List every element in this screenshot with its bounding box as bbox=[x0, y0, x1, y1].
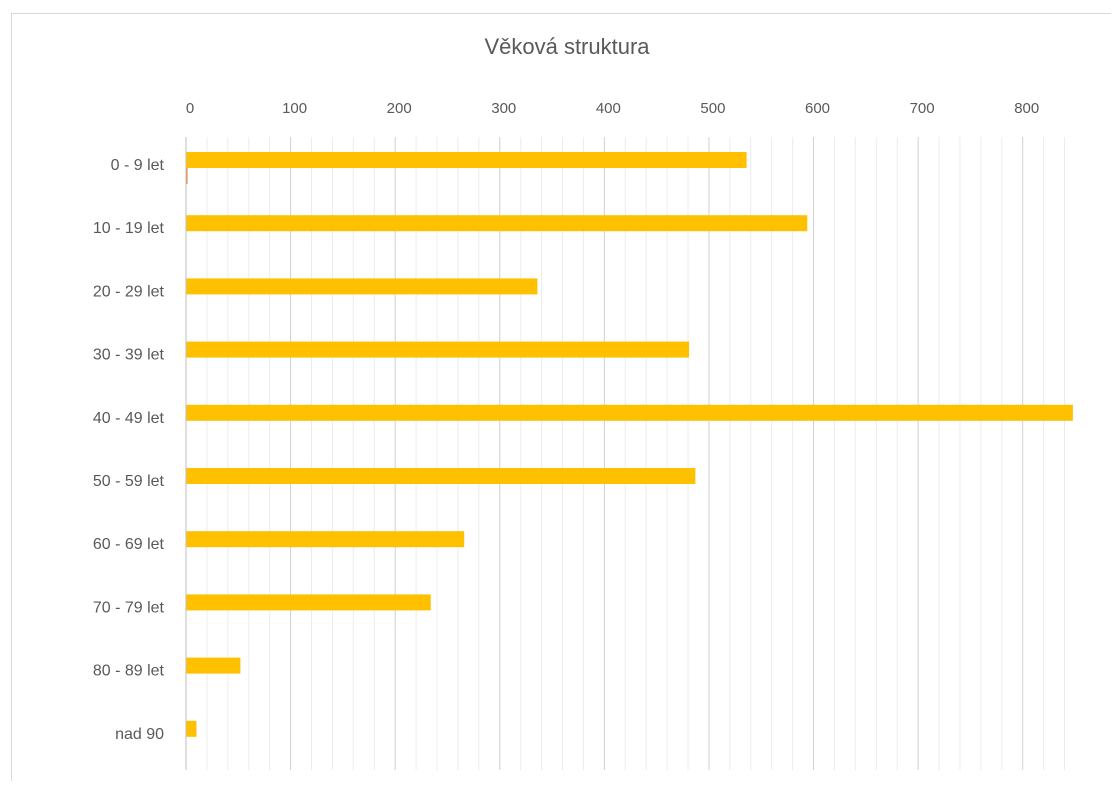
x-tick-label: 300 bbox=[491, 100, 516, 117]
category-label: 60 - 69 let bbox=[93, 536, 165, 553]
bar bbox=[186, 657, 241, 674]
x-tick-label: 0 bbox=[186, 100, 194, 117]
x-tick-label: 800 bbox=[1014, 100, 1039, 117]
category-label: 40 - 49 let bbox=[93, 410, 165, 427]
x-tick-label: 400 bbox=[596, 100, 621, 117]
category-label: 20 - 29 let bbox=[93, 283, 165, 300]
chart-frame bbox=[11, 13, 1111, 781]
x-axis-ticks: 0 100 200 300 400 500 600 700 800 bbox=[186, 100, 1039, 117]
x-tick-label: 100 bbox=[282, 100, 307, 117]
bar-secondary bbox=[186, 168, 188, 184]
y-axis-categories: 0 - 9 let 10 - 19 let 20 - 29 let 30 - 39 l… bbox=[93, 157, 165, 743]
category-label: 30 - 39 let bbox=[93, 347, 165, 364]
bar bbox=[186, 152, 747, 168]
x-tick-label: 500 bbox=[700, 100, 725, 117]
bar bbox=[186, 278, 538, 295]
category-label: 0 - 9 let bbox=[111, 157, 165, 174]
x-tick-label: 200 bbox=[387, 100, 412, 117]
bar bbox=[186, 720, 197, 737]
bars bbox=[186, 152, 1073, 737]
bar bbox=[186, 531, 465, 548]
bar bbox=[186, 594, 431, 611]
bar bbox=[186, 215, 808, 232]
bar bbox=[186, 341, 690, 358]
x-tick-label: 600 bbox=[805, 100, 830, 117]
category-label: nad 90 bbox=[115, 726, 164, 743]
chart-title: Věková struktura bbox=[484, 34, 650, 59]
x-tick-label: 700 bbox=[910, 100, 935, 117]
category-label: 80 - 89 let bbox=[93, 663, 165, 680]
grid bbox=[185, 137, 1066, 770]
category-label: 70 - 79 let bbox=[93, 599, 165, 616]
bar bbox=[186, 468, 696, 484]
category-label: 10 - 19 let bbox=[93, 220, 165, 237]
bar bbox=[186, 404, 1073, 421]
category-label: 50 - 59 let bbox=[93, 473, 165, 490]
